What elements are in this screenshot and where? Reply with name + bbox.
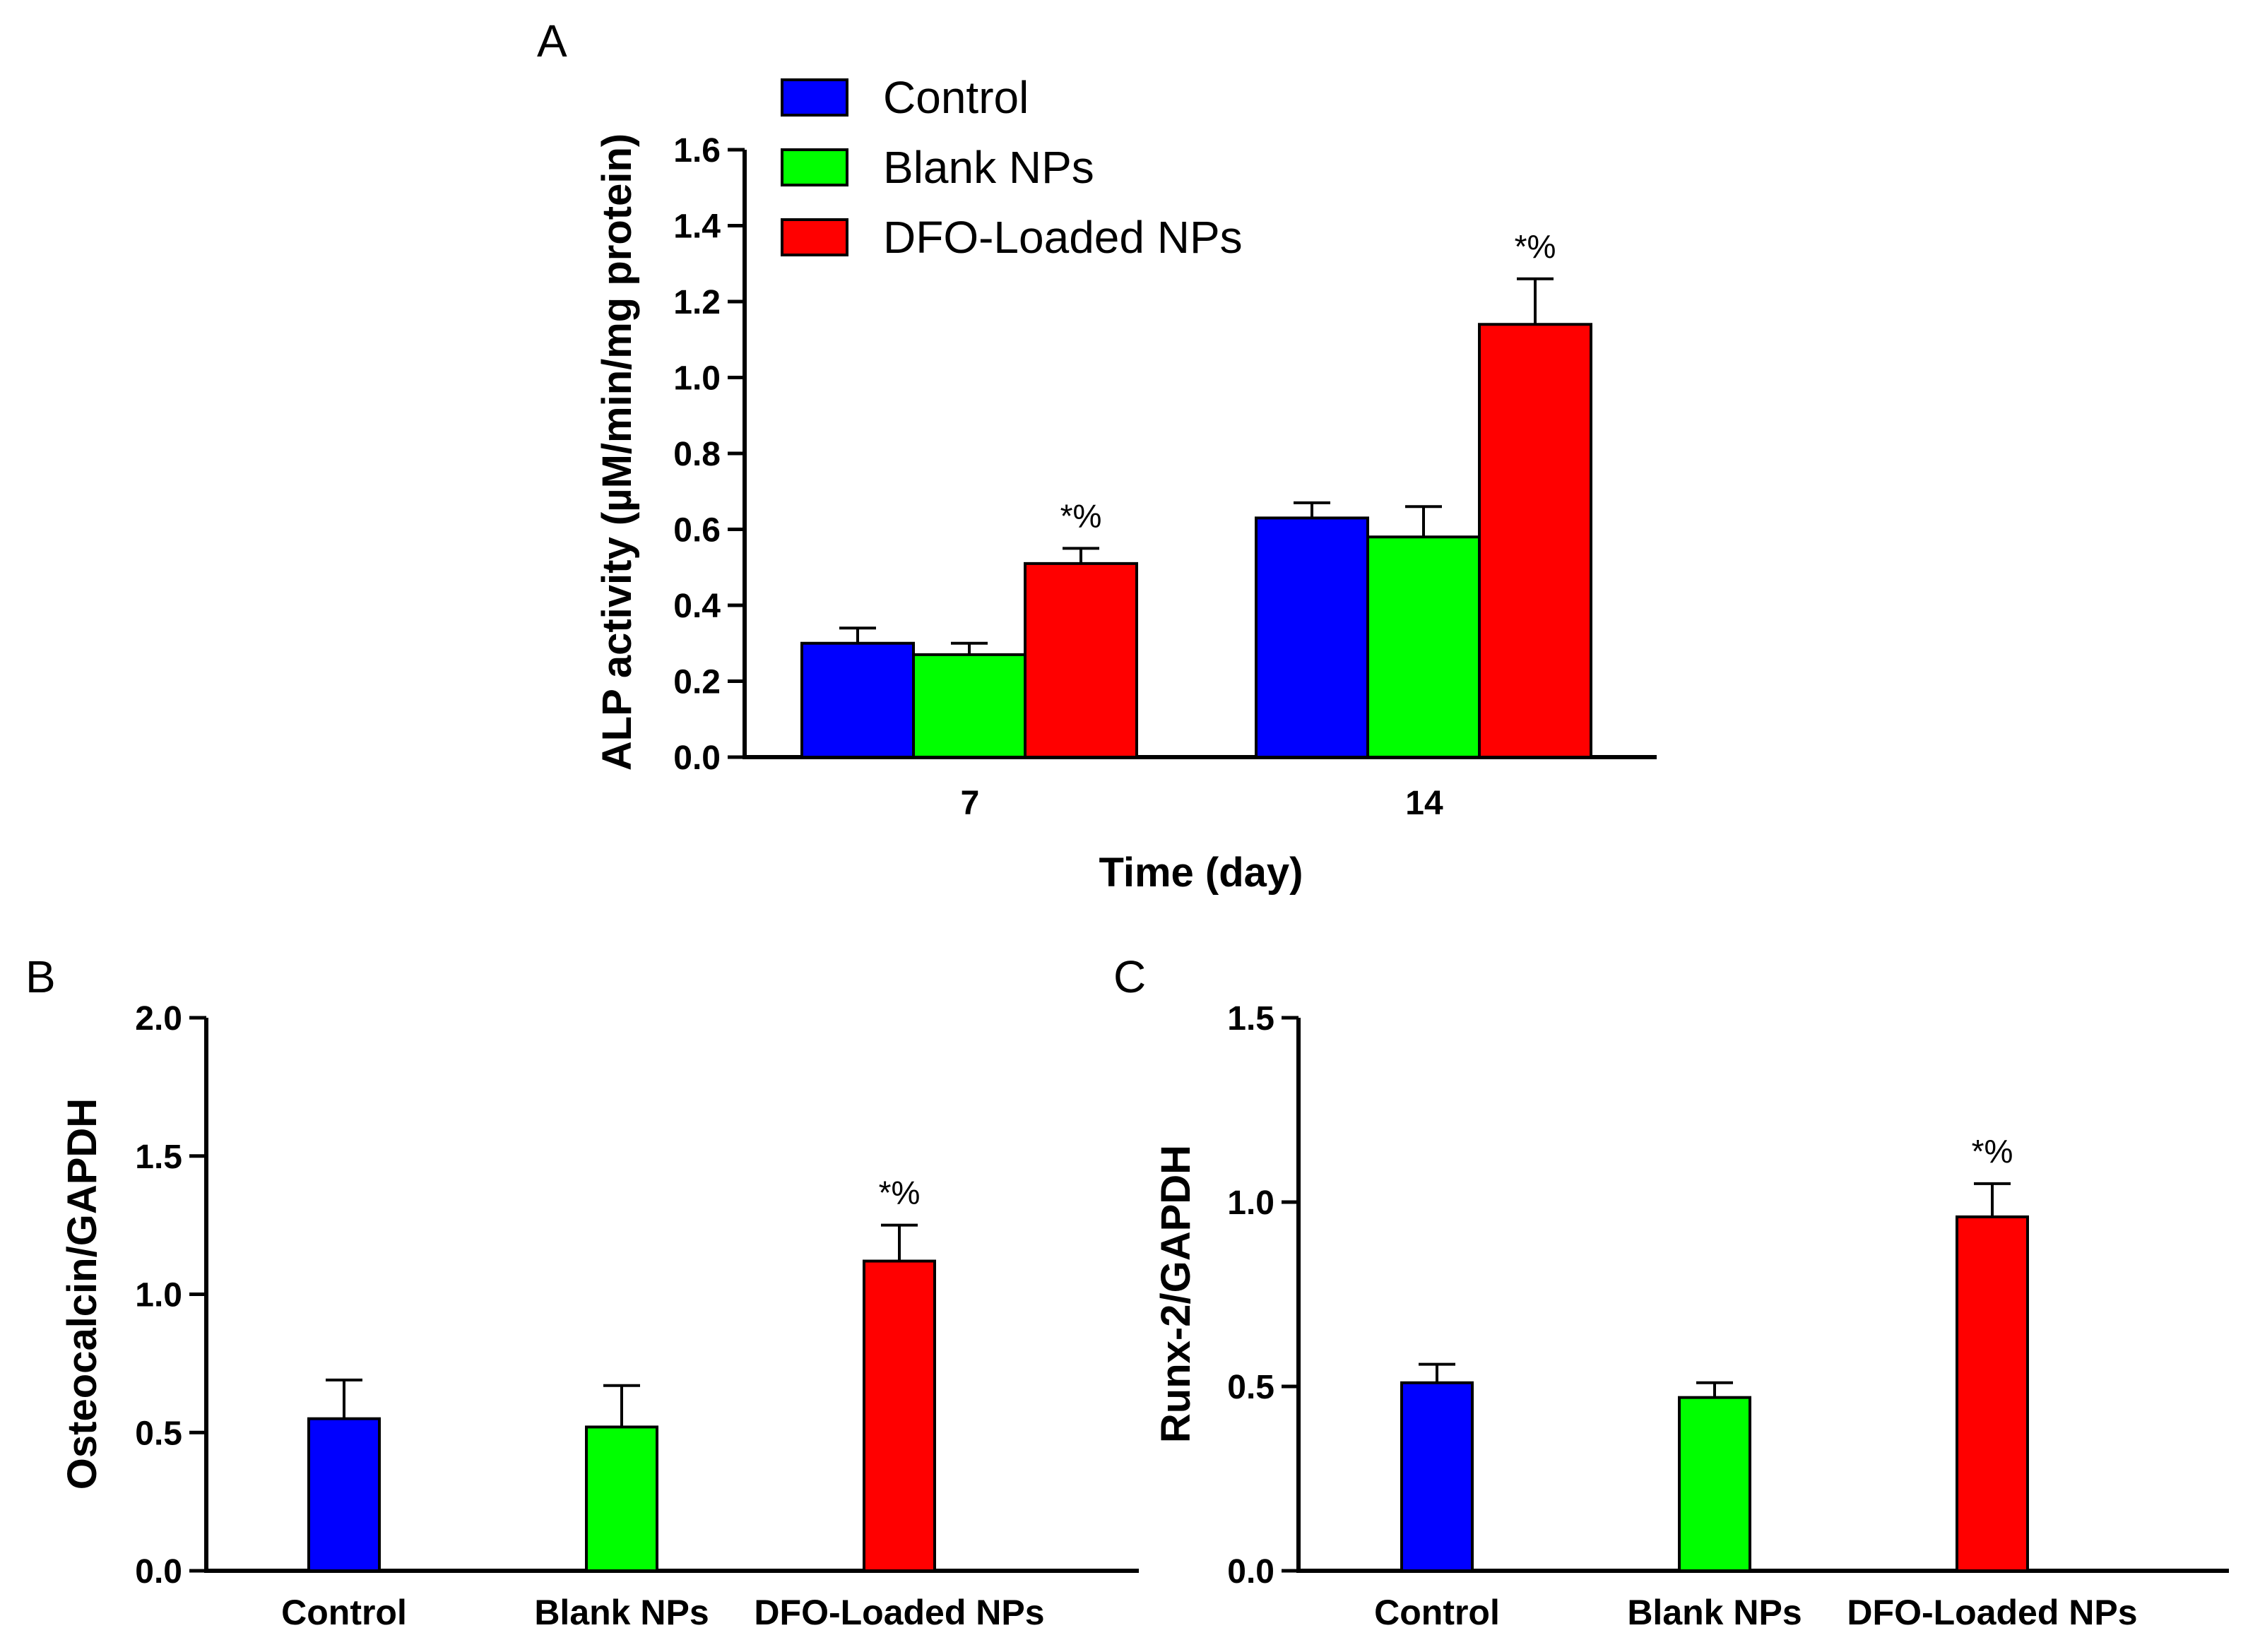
panel-b-y-tick-label: 1.0 bbox=[135, 1277, 182, 1314]
panel-c-x-tick-label: DFO-Loaded NPs bbox=[1847, 1593, 2137, 1632]
err-a-blank-day7 bbox=[951, 641, 988, 655]
bar-c-blank-nps bbox=[1678, 1396, 1751, 1573]
err-b-blank-nps bbox=[603, 1384, 640, 1427]
panel-a-x-tick-label: 14 bbox=[1405, 785, 1443, 822]
panel-c-y-tick-label: 0.0 bbox=[1227, 1553, 1274, 1591]
err-a-blank-day14 bbox=[1405, 505, 1442, 537]
panel-a-x-axis-title: Time (day) bbox=[1099, 850, 1303, 896]
err-a-dfo-day7 bbox=[1063, 547, 1099, 564]
bar-b-control bbox=[307, 1417, 381, 1573]
legend-label-blank-nps: Blank NPs bbox=[883, 142, 1094, 193]
panel-a-bars bbox=[800, 323, 1592, 759]
panel-c-y-axis-title: Runx-2/GAPDH bbox=[1153, 1145, 1199, 1443]
panel-a-x-tick-label: 7 bbox=[961, 785, 980, 822]
panel-b-y-ticks bbox=[189, 1016, 206, 1573]
bar-a-control-day14 bbox=[1255, 516, 1369, 759]
panel-a-error-bars bbox=[839, 277, 1554, 655]
legend-swatch-blank-nps bbox=[781, 148, 848, 186]
annotation-b-dfo: *% bbox=[879, 1175, 921, 1211]
panel-c-x-tick-label: Control bbox=[1374, 1593, 1500, 1632]
annotation-a-day7: *% bbox=[1060, 497, 1102, 534]
bar-b-dfo-loaded-nps bbox=[863, 1259, 936, 1573]
bar-c-control bbox=[1400, 1381, 1474, 1573]
legend-swatch-control bbox=[781, 78, 848, 117]
panel-b-x-tick-label: Control bbox=[281, 1593, 407, 1632]
bar-c-dfo-loaded-nps bbox=[1956, 1215, 2029, 1572]
panel-letter-b: B bbox=[25, 951, 56, 1002]
legend-label-control: Control bbox=[883, 72, 1029, 123]
panel-c-y-tick-label: 0.5 bbox=[1227, 1369, 1274, 1406]
err-a-control-day7 bbox=[839, 626, 876, 643]
err-a-control-day14 bbox=[1294, 501, 1330, 518]
panel-b: B 0.0 0.5 1.0 1.5 2.0 *% bbox=[25, 951, 1139, 1632]
panel-c-error-bars bbox=[1419, 1182, 2011, 1398]
panel-a-legend: Control Blank NPs DFO-Loaded NPs bbox=[781, 72, 1243, 263]
panel-c-y-tick-label: 1.5 bbox=[1227, 1000, 1274, 1038]
panel-letter-a: A bbox=[537, 16, 567, 66]
panel-c-bars bbox=[1400, 1215, 2029, 1573]
panel-a-y-axis-title: ALP activity (µM/min/mg protein) bbox=[594, 133, 640, 771]
panel-c-y-tick-labels: 0.0 0.5 1.0 1.5 bbox=[1227, 1000, 1274, 1591]
panel-b-bars bbox=[307, 1259, 936, 1573]
panel-b-y-tick-labels: 0.0 0.5 1.0 1.5 2.0 bbox=[135, 1000, 182, 1591]
panel-b-y-tick-label: 0.0 bbox=[135, 1553, 182, 1591]
panel-b-y-tick-label: 0.5 bbox=[135, 1415, 182, 1452]
annotation-c-dfo: *% bbox=[1972, 1133, 2013, 1170]
panel-c-y-ticks bbox=[1282, 1016, 1298, 1573]
panel-a-x-tick-labels: 7 14 bbox=[961, 785, 1443, 822]
err-c-blank-nps bbox=[1696, 1381, 1733, 1398]
err-b-control bbox=[326, 1378, 362, 1419]
panel-a-y-tick-labels: 0.0 0.2 0.4 0.6 0.8 1.0 1.2 1.4 1.6 bbox=[673, 132, 721, 777]
err-c-control bbox=[1419, 1362, 1455, 1383]
panel-a-y-tick-label: 1.6 bbox=[673, 132, 721, 170]
panel-b-y-tick-label: 1.5 bbox=[135, 1139, 182, 1176]
panel-b-y-axis-title: Osteocalcin/GAPDH bbox=[59, 1098, 105, 1490]
bar-a-control-day7 bbox=[800, 641, 915, 759]
bar-b-blank-nps bbox=[585, 1425, 658, 1573]
panel-b-y-tick-label: 2.0 bbox=[135, 1000, 182, 1038]
panel-c-y-tick-label: 1.0 bbox=[1227, 1184, 1274, 1222]
err-a-dfo-day14 bbox=[1517, 277, 1554, 325]
bar-a-dfo-day7 bbox=[1024, 561, 1138, 759]
panel-c-x-tick-labels: Control Blank NPs DFO-Loaded NPs bbox=[1374, 1593, 2137, 1632]
panel-a-y-tick-label: 0.8 bbox=[673, 436, 721, 473]
panel-a-annotations: *% *% bbox=[1060, 228, 1556, 535]
panel-b-error-bars bbox=[326, 1223, 918, 1427]
panel-a-y-tick-label: 1.2 bbox=[673, 284, 721, 321]
panel-a-y-tick-label: 0.6 bbox=[673, 512, 721, 549]
panel-a-y-tick-label: 0.4 bbox=[673, 588, 721, 625]
err-b-dfo-loaded-nps bbox=[881, 1223, 918, 1261]
panel-a-y-tick-label: 0.2 bbox=[673, 664, 721, 701]
panel-c-x-tick-label: Blank NPs bbox=[1627, 1593, 1802, 1632]
legend-swatch-dfo-loaded-nps bbox=[781, 218, 848, 256]
panel-letter-c: C bbox=[1113, 951, 1146, 1002]
panel-a-y-tick-label: 1.0 bbox=[673, 360, 721, 398]
annotation-a-day14: *% bbox=[1515, 228, 1556, 265]
bar-a-blank-day7 bbox=[912, 653, 1027, 759]
panel-a: A 0.0 0.2 0.4 0.6 0.8 1.0 1.2 1.4 1.6 bbox=[537, 16, 1657, 896]
panel-a-y-tick-label: 1.4 bbox=[673, 208, 721, 246]
bar-a-dfo-day14 bbox=[1478, 323, 1592, 759]
panel-b-x-tick-label: Blank NPs bbox=[534, 1593, 709, 1632]
err-c-dfo-loaded-nps bbox=[1974, 1182, 2011, 1217]
legend-label-dfo-loaded-nps: DFO-Loaded NPs bbox=[883, 212, 1243, 263]
panel-b-x-tick-labels: Control Blank NPs DFO-Loaded NPs bbox=[281, 1593, 1044, 1632]
panel-c: C 0.0 0.5 1.0 1.5 *% Control Bla bbox=[1113, 951, 2229, 1632]
panel-a-y-tick-label: 0.0 bbox=[673, 739, 721, 777]
panel-a-y-ticks bbox=[728, 148, 745, 759]
panel-b-x-tick-label: DFO-Loaded NPs bbox=[754, 1593, 1044, 1632]
bar-a-blank-day14 bbox=[1366, 535, 1481, 759]
